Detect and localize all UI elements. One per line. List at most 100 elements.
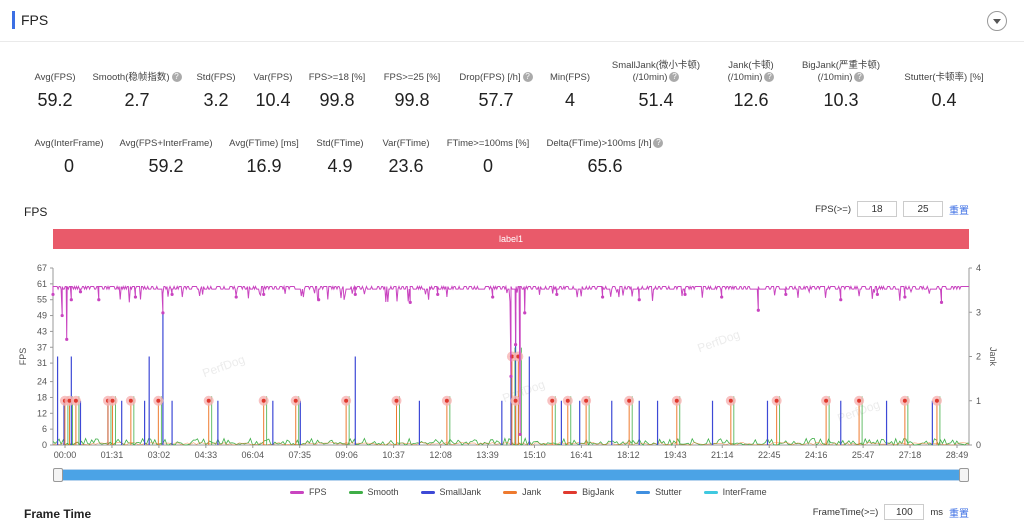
fps-reset-link[interactable]: 重置 <box>949 205 969 217</box>
stat-value: 0 <box>63 156 74 176</box>
y-tick-label: 55 <box>37 295 47 305</box>
watermark: PerfDog <box>696 327 742 355</box>
stat-label: Drop(FPS) [/h]? <box>431 72 561 84</box>
timeline-slider[interactable] <box>53 468 969 482</box>
legend-item-bigjank[interactable]: BigJank <box>563 487 614 497</box>
stat-value: 0.4 <box>931 90 957 110</box>
stat-label: Avg(FPS+InterFrame) <box>119 138 213 149</box>
help-icon[interactable]: ? <box>653 138 664 149</box>
fps-dip-point <box>60 313 64 318</box>
stat-stats_row1-4: FPS>=18 [%] 99.8 <box>272 72 402 111</box>
help-icon[interactable]: ? <box>522 72 533 83</box>
legend-item-interframe[interactable]: InterFrame <box>703 487 767 497</box>
stat-stats_row1-11: Stutter(卡顿率) [%] 0.4 <box>879 72 1009 111</box>
stat-stats_row2-6: Delta(FTime)>100ms [/h]? 65.6 <box>540 138 670 177</box>
bigjank-marker <box>110 398 115 403</box>
x-tick-label: 25:47 <box>852 450 875 460</box>
bigjank-marker <box>674 398 679 403</box>
legend-label: BigJank <box>582 487 615 497</box>
fps-dip-point <box>839 298 843 302</box>
stat-label: Var(FTime) <box>382 138 430 149</box>
legend-label: Smooth <box>367 487 399 497</box>
stat-stats_row2-4: Var(FTime) 23.6 <box>341 138 471 177</box>
legend-swatch <box>563 490 578 494</box>
y2-tick-label: 0 <box>976 440 981 450</box>
title-accent-bar <box>12 11 15 29</box>
slider-left-handle[interactable] <box>53 468 63 482</box>
bigjank-marker <box>444 398 449 403</box>
fps-dip-point <box>317 298 321 302</box>
legend-item-smalljank[interactable]: SmallJank <box>420 487 481 497</box>
help-icon[interactable]: ? <box>171 72 182 83</box>
x-tick-label: 13:39 <box>476 450 499 460</box>
stat-label: FTime>=100ms [%] <box>446 138 530 149</box>
frametime-reset-link[interactable]: 重置 <box>949 508 969 520</box>
help-icon[interactable]: ? <box>854 72 865 83</box>
legend-label: Jank <box>522 487 542 497</box>
legend-swatch <box>636 490 651 494</box>
x-tick-label: 00:00 <box>54 450 77 460</box>
stat-label: Avg(FPS) <box>34 72 76 83</box>
stat-value: 65.6 <box>587 156 623 176</box>
bigjank-marker <box>857 398 862 403</box>
y-axis-label: FPS <box>18 348 28 366</box>
x-tick-label: 06:04 <box>242 450 265 460</box>
stat-label: Std(FTime) <box>316 138 364 149</box>
y-tick-label: 0 <box>42 440 47 450</box>
fps-dip-point <box>436 292 440 297</box>
fps-dip-point <box>170 292 174 297</box>
fps-dip-point <box>65 337 69 341</box>
stat-stats_row1-3: Var(FPS) 10.4 <box>208 72 338 111</box>
fps-dip-point <box>262 292 266 297</box>
stat-value: 10.3 <box>823 90 859 110</box>
fps-dip-point <box>408 300 412 304</box>
frametime-threshold-controls: FrameTime(>=) ms 重置 <box>813 504 969 520</box>
fps-section-title: FPS <box>24 205 48 219</box>
fps-dip-point <box>601 295 605 299</box>
stat-label: Avg(FTime) [ms] <box>229 138 299 149</box>
bigjank-marker <box>550 398 555 403</box>
fps-dip-point <box>51 292 55 297</box>
help-icon[interactable]: ? <box>764 72 775 83</box>
legend-item-smooth[interactable]: Smooth <box>348 487 399 497</box>
fps-dip-point <box>903 295 907 299</box>
bigjank-marker <box>774 398 779 403</box>
fps-dip-point <box>513 343 518 347</box>
stat-value: 99.8 <box>394 90 430 110</box>
x-tick-label: 19:43 <box>664 450 687 460</box>
legend-item-stutter[interactable]: Stutter <box>636 487 682 497</box>
stat-label: Delta(FTime)>100ms [/h]? <box>540 138 670 150</box>
fps-dip-point <box>234 295 238 299</box>
stat-stats_row2-3: Std(FTime) 4.9 <box>275 138 405 177</box>
stat-value: 59.2 <box>148 156 184 176</box>
stat-stats_row1-2: Std(FPS) 3.2 <box>151 72 281 111</box>
bigjank-marker <box>728 398 733 403</box>
slider-right-handle[interactable] <box>959 468 969 482</box>
fps-threshold-1-input[interactable] <box>857 201 897 217</box>
fps-dip-point <box>756 308 760 312</box>
bigjank-marker <box>394 398 399 403</box>
chart-legend: FPS Smooth SmallJank Jank BigJank Stutter Inte… <box>290 487 767 497</box>
bigjank-marker <box>206 398 211 403</box>
help-icon[interactable]: ? <box>669 72 680 83</box>
x-tick-label: 09:06 <box>335 450 358 460</box>
y-tick-label: 31 <box>37 358 47 368</box>
legend-item-jank[interactable]: Jank <box>503 487 541 497</box>
stat-stats_row1-6: Drop(FPS) [/h]? 57.7 <box>431 72 561 111</box>
collapse-button[interactable] <box>987 11 1007 31</box>
watermark: PerfDog <box>501 377 547 405</box>
legend-item-fps[interactable]: FPS <box>290 487 327 497</box>
x-tick-label: 18:12 <box>617 450 640 460</box>
stat-value: 4 <box>564 90 575 110</box>
stat-value: 4.9 <box>327 156 353 176</box>
label-bar[interactable]: label1 <box>53 229 969 249</box>
bigjank-marker <box>902 398 907 403</box>
stat-value: 99.8 <box>319 90 355 110</box>
stat-label: FPS>=25 [%] <box>383 72 441 83</box>
frametime-threshold-input[interactable] <box>884 504 925 520</box>
stat-stats_row1-5: FPS>=25 [%] 99.8 <box>347 72 477 111</box>
x-tick-label: 10:37 <box>382 450 405 460</box>
y2-tick-label: 4 <box>976 263 981 273</box>
fps-threshold-2-input[interactable] <box>903 201 943 217</box>
